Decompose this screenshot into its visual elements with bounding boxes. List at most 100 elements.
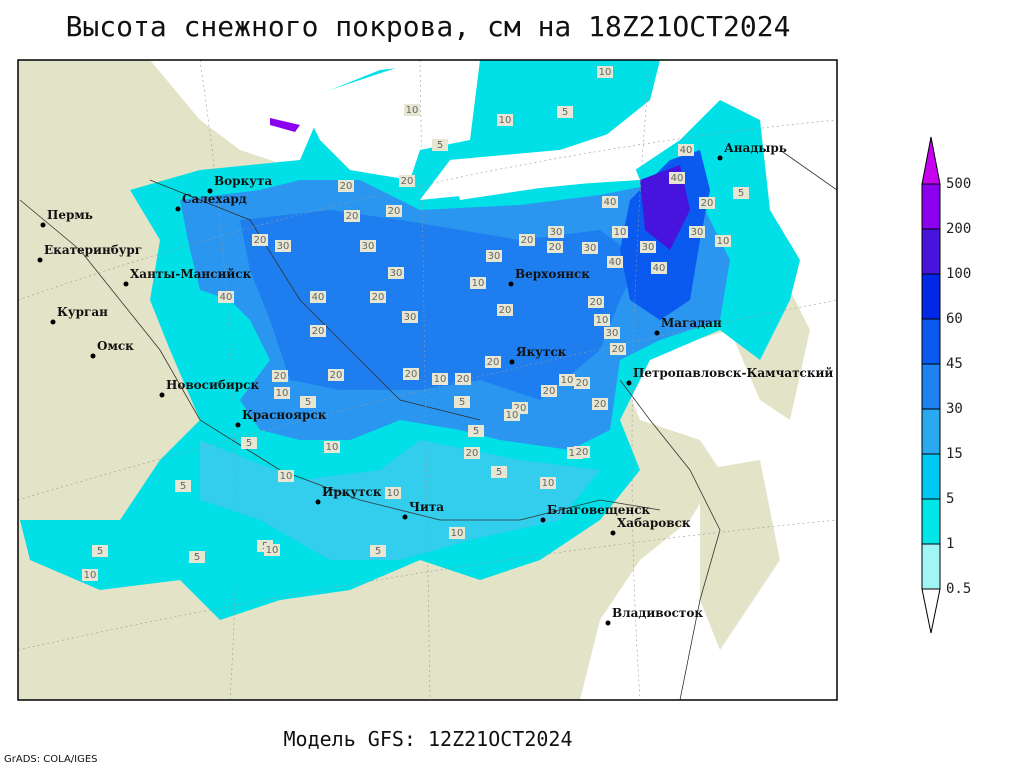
contour-label-box	[175, 480, 191, 492]
contour-label-box	[218, 291, 234, 303]
contour-label: 5	[375, 546, 381, 557]
city-label: Курган	[57, 305, 108, 319]
contour-labels: 10 10 10 5 5 20 20 20 20 20 30 30 30 40 20 40 20 30 10 30 20…	[82, 66, 749, 581]
contour-label-box	[272, 370, 288, 382]
city-dot	[509, 359, 515, 365]
contour-label: 20	[543, 386, 556, 397]
contour-label-box	[241, 437, 257, 449]
contour-label: 5	[194, 552, 200, 563]
contour-label: 20	[521, 235, 534, 246]
contour-label: 20	[372, 292, 385, 303]
legend-label: 45	[946, 356, 963, 372]
legend-box	[921, 408, 941, 455]
contour-label-box	[612, 226, 628, 238]
city-label: Владивосток	[612, 606, 703, 620]
city-label: Екатеринбург	[44, 243, 142, 257]
city-label: Иркутск	[322, 485, 382, 499]
contour-label-box	[689, 226, 705, 238]
contour-label-box	[468, 425, 484, 437]
contour-label: 5	[473, 426, 479, 437]
contour-label: 10	[542, 478, 555, 489]
contour-label: 30	[550, 227, 563, 238]
contour-label-box	[264, 544, 280, 556]
contour-label-box	[485, 356, 501, 368]
contour-label: 10	[506, 410, 519, 421]
contour-label-box	[592, 398, 608, 410]
contour-label-box	[432, 373, 448, 385]
contour-label: 40	[312, 292, 325, 303]
legend-label: 1	[946, 536, 954, 552]
contour-label-box	[559, 374, 575, 386]
city-dot	[207, 188, 213, 194]
city-label: Анадырь	[724, 141, 787, 155]
contour-label-box	[404, 104, 420, 116]
contour-label: 30	[404, 312, 417, 323]
contour-label-box	[360, 240, 376, 252]
contour-label: 20	[401, 176, 414, 187]
contour-label-box	[607, 256, 623, 268]
contour-label: 20	[405, 369, 418, 380]
contour-label: 10	[561, 375, 574, 386]
city-label: Красноярск	[242, 408, 327, 422]
contour-label-box	[557, 106, 573, 118]
contour-label-box	[338, 180, 354, 192]
contour-label-box	[497, 114, 513, 126]
city-label: Якутск	[516, 345, 567, 359]
city-labels: Воркута Салехард Пермь Екатеринбург Ханты-Ма…	[37, 141, 833, 626]
contour-label-box	[275, 240, 291, 252]
city-label: Верхоянск	[515, 267, 590, 281]
city-label: Салехард	[182, 192, 247, 206]
contour-label-box	[454, 396, 470, 408]
contour-label-box	[92, 545, 108, 557]
city-label: Воркута	[214, 174, 272, 188]
contour-label: 10	[326, 442, 339, 453]
contour-label-box	[464, 447, 480, 459]
contour-label-box	[449, 527, 465, 539]
contour-label: 10	[387, 488, 400, 499]
legend-triangle	[921, 136, 941, 185]
city-dot	[626, 380, 632, 386]
contour-label-box	[497, 304, 513, 316]
contour-label-box	[486, 250, 502, 262]
legend-box	[921, 543, 941, 590]
contour-label-box	[610, 343, 626, 355]
contour-label-box	[594, 314, 610, 326]
contour-label: 40	[653, 263, 666, 274]
contour-label: 30	[606, 328, 619, 339]
contour-label: 30	[362, 241, 375, 252]
contour-label: 20	[576, 447, 589, 458]
contour-label: 10	[434, 374, 447, 385]
contour-label-box	[548, 226, 564, 238]
legend-box	[921, 228, 941, 275]
contour-label: 20	[576, 378, 589, 389]
city-dot	[605, 620, 611, 626]
contour-label-box	[370, 291, 386, 303]
city-dot	[90, 353, 96, 359]
contour-label: 40	[680, 145, 693, 156]
legend-box	[921, 363, 941, 410]
legend-label: 0.5	[946, 581, 971, 597]
contour-label-box	[588, 296, 604, 308]
city-dot	[159, 392, 165, 398]
map: Воркута Салехард Пермь Екатеринбург Ханты-Ма…	[18, 60, 837, 700]
contour-label: 40	[609, 257, 622, 268]
contour-label: 40	[604, 197, 617, 208]
contour-label: 30	[277, 241, 290, 252]
contour-label-box	[310, 291, 326, 303]
contour-label: 20	[330, 370, 343, 381]
contour-label-box	[582, 242, 598, 254]
contour-label-box	[733, 187, 749, 199]
contour-label-box	[504, 409, 520, 421]
legend-box	[921, 498, 941, 545]
contour-label-box	[82, 569, 98, 581]
contour-label-box	[252, 234, 268, 246]
contour-label: 30	[584, 243, 597, 254]
contour-label: 5	[246, 438, 252, 449]
contour-label-box	[328, 369, 344, 381]
contour-label: 20	[701, 198, 714, 209]
legend-box	[921, 453, 941, 500]
contour-label-box	[455, 373, 471, 385]
contour-label: 5	[305, 397, 311, 408]
contour-label-box	[402, 311, 418, 323]
